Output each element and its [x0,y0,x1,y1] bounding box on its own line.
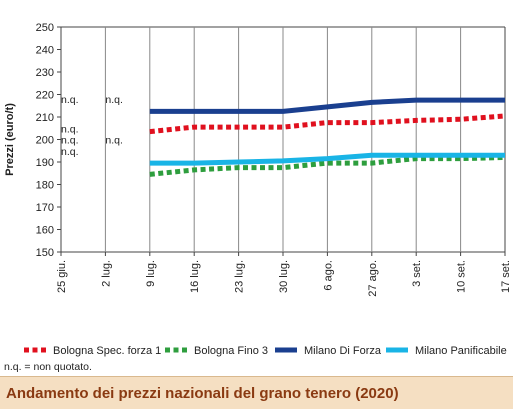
x-tick-label-7: 27 ago. [367,260,379,297]
x-tick-label-4: 23 lug. [234,260,246,293]
series-line-2 [149,97,505,114]
x-tick-label-1: 2 lug. [100,260,112,287]
legend-label-3: Milano Panificabile [415,345,507,357]
x-tick-label-2: 9 lug. [145,260,157,287]
y-tick-label-170: 170 [36,202,54,214]
series-lines [149,97,506,177]
x-tick-label-5: 30 lug. [278,260,290,293]
y-tick-label-220: 220 [36,90,54,102]
nq-label-0: n.q. [61,94,79,106]
legend-label-2: Milano Di Forza [304,345,382,357]
footnote: n.q. = non quotato. [4,361,92,373]
y-tick-label-200: 200 [36,135,54,147]
axes: 150 160 170 180 190 200 210 220 230 240 250 Prezzi … [4,22,512,297]
nq-label-1: n.q. [105,94,123,106]
x-tick-label-8: 3 set. [411,260,423,287]
legend-label-0: Bologna Spec. forza 1 [53,345,161,357]
y-tick-label-250: 250 [36,22,54,34]
x-tick-label-3: 16 lug. [189,260,201,293]
nq-annotations: n.q. n.q.n.q.n.q. n.q.n.q. [61,94,123,158]
nq-label-3: n.q. [61,135,79,147]
y-tick-label-160: 160 [36,225,54,237]
nq-label-2: n.q. [61,123,79,135]
y-axis-label: Prezzi (euro/t) [4,103,16,176]
y-tick-label-240: 240 [36,45,54,57]
nq-label-5: n.q. [61,146,79,158]
chart-caption: Andamento dei prezzi nazionali del grano… [6,385,399,402]
y-tick-label-190: 190 [36,157,54,169]
y-tick-label-210: 210 [36,112,54,124]
x-tick-label-0: 25 giu. [56,260,68,293]
nq-label-4: n.q. [105,135,123,147]
series-line-3 [149,152,505,166]
legend-label-1: Bologna Fino 3 [194,345,268,357]
x-tick-label-6: 6 ago. [322,260,334,291]
x-tick-label-9: 10 set. [456,260,468,293]
y-tick-label-150: 150 [36,247,54,259]
caption-band [0,376,513,409]
legend: Bologna Spec. forza 1 Bologna Fino 3 Milan… [24,345,507,357]
y-tick-label-230: 230 [36,67,54,79]
y-tick-label-180: 180 [36,180,54,192]
x-tick-label-10: 17 set. [500,260,512,293]
